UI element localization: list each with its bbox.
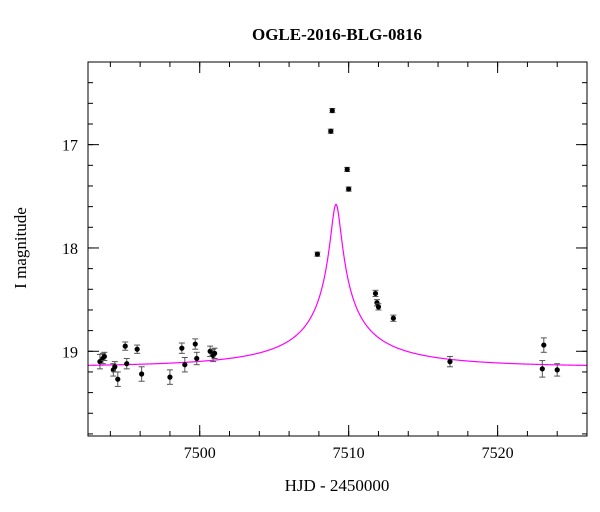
y-tick-label: 17	[62, 138, 78, 155]
x-axis-label: HJD - 2450000	[285, 476, 390, 495]
y-tick-label: 18	[62, 241, 78, 258]
data-marker	[139, 371, 145, 377]
data-point	[111, 361, 118, 373]
data-point	[327, 128, 334, 134]
data-point	[193, 351, 200, 366]
data-marker	[112, 364, 118, 370]
data-marker	[194, 355, 200, 362]
x-tick-label: 7520	[482, 445, 514, 462]
data-point	[211, 347, 218, 360]
data-point	[345, 186, 352, 192]
data-marker	[447, 359, 453, 365]
data-point	[329, 107, 336, 114]
data-point	[138, 366, 145, 382]
data-marker	[179, 345, 185, 351]
y-axis-label: I magnitude	[11, 207, 30, 289]
data-marker	[346, 186, 352, 192]
points-layer	[96, 107, 561, 387]
data-point	[178, 342, 185, 354]
data-marker	[314, 251, 320, 257]
data-marker	[182, 362, 188, 368]
data-point	[96, 353, 103, 370]
data-point	[554, 363, 561, 377]
data-marker	[539, 366, 545, 372]
data-marker	[122, 343, 128, 349]
data-point	[314, 251, 321, 257]
data-point	[344, 166, 351, 173]
axes: 7500 7510 7520 17 18 19	[62, 61, 588, 462]
data-marker	[101, 353, 107, 360]
model-curve	[88, 203, 587, 366]
data-point	[114, 371, 121, 387]
y-tick-label: 19	[62, 344, 78, 361]
plot-frame	[87, 61, 588, 437]
data-marker	[372, 290, 379, 297]
data-point	[134, 344, 141, 354]
data-marker	[554, 367, 560, 373]
data-point	[192, 338, 199, 350]
x-tick-label: 7500	[184, 445, 216, 462]
data-point	[181, 356, 188, 373]
x-tick-label: 7510	[333, 445, 365, 462]
data-marker	[344, 166, 350, 173]
data-marker	[167, 374, 173, 380]
data-marker	[134, 346, 140, 352]
data-marker	[212, 350, 218, 356]
data-point	[122, 341, 129, 351]
data-point	[390, 314, 397, 322]
chart-title: OGLE-2016-BLG-0816	[252, 25, 422, 44]
data-marker	[124, 361, 130, 367]
data-point	[101, 351, 108, 362]
data-point	[446, 355, 453, 368]
data-marker	[115, 376, 121, 382]
data-marker	[207, 348, 213, 354]
data-marker	[390, 315, 396, 321]
data-marker	[329, 107, 335, 114]
data-point	[372, 289, 379, 298]
data-point	[540, 337, 547, 353]
model-layer	[88, 203, 587, 366]
data-point	[166, 369, 173, 385]
data-point	[123, 358, 130, 370]
data-point	[539, 360, 546, 378]
data-point	[375, 303, 382, 311]
data-marker	[328, 128, 334, 134]
data-marker	[375, 304, 382, 310]
data-marker	[541, 342, 547, 348]
data-marker	[192, 341, 198, 347]
